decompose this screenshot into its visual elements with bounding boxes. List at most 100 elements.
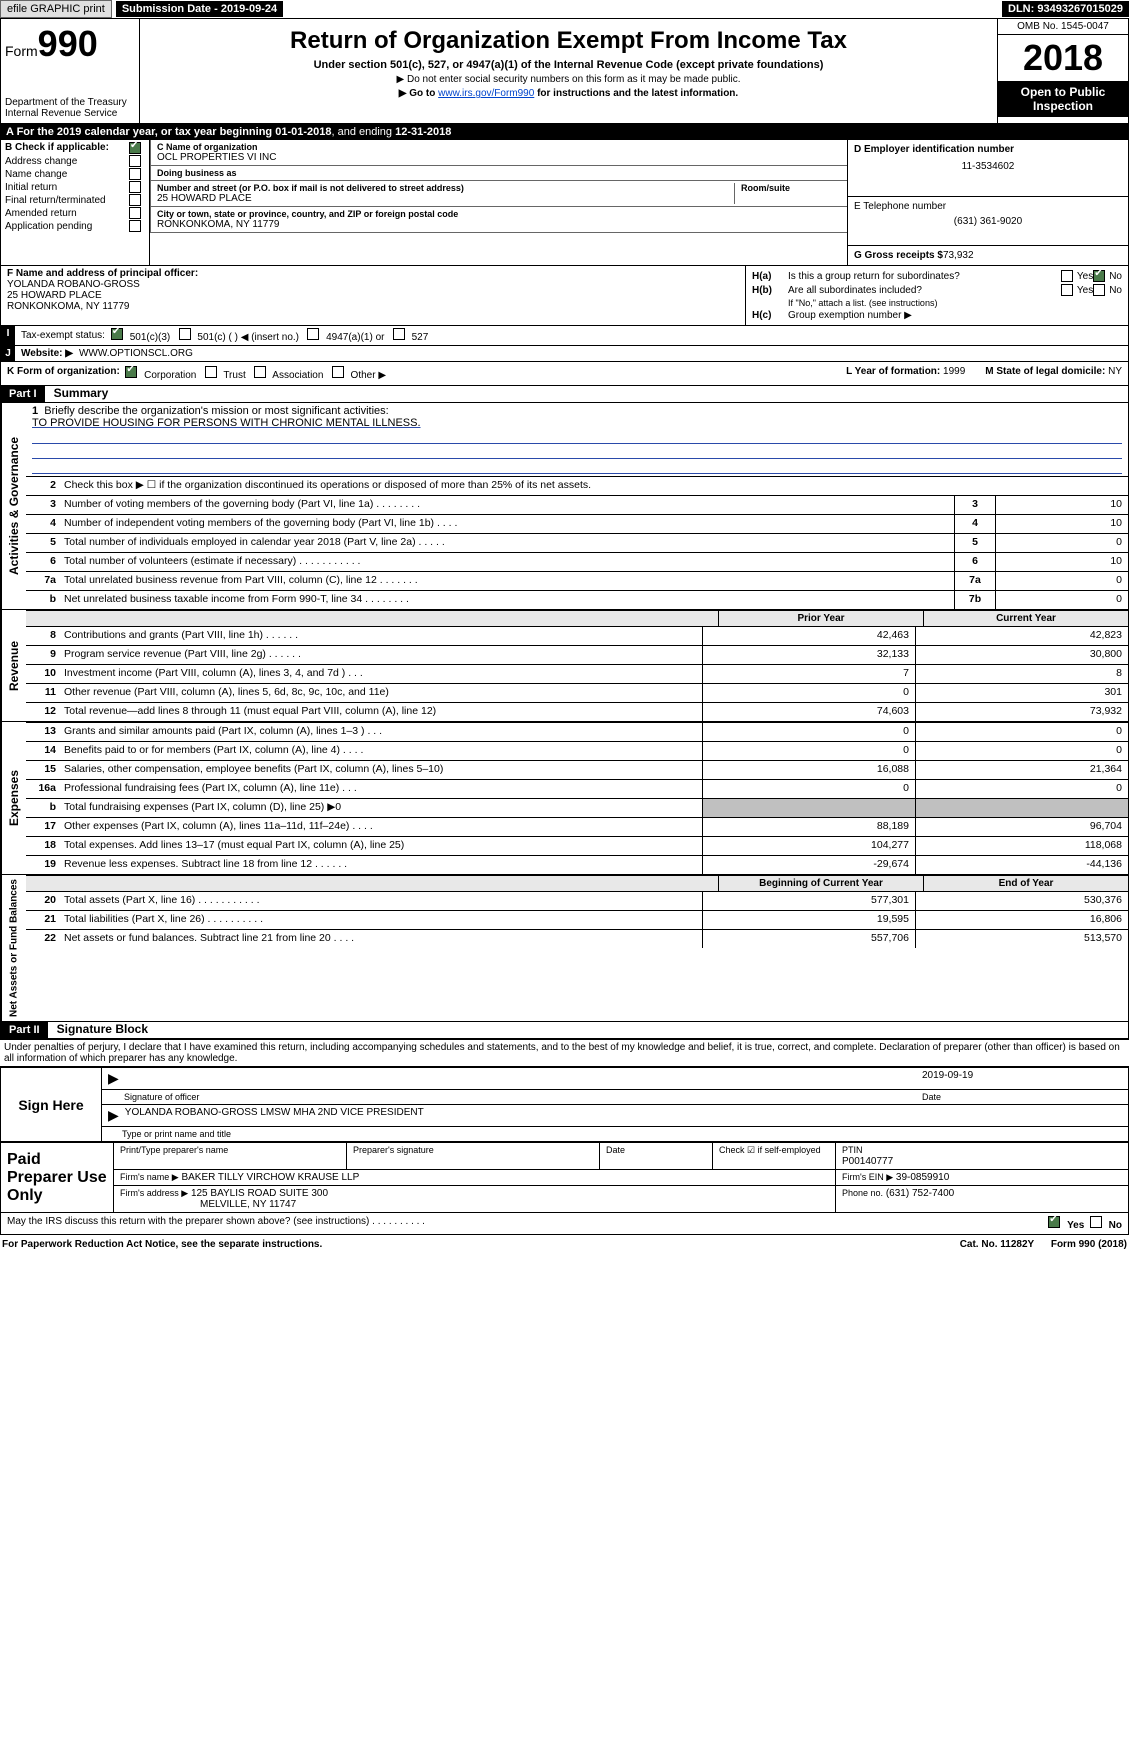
org-form-checkbox[interactable] [332, 366, 344, 378]
line-11: 11Other revenue (Part VIII, column (A), … [26, 683, 1128, 702]
checkbox-icon [129, 168, 141, 180]
tax-year: 2018 [998, 35, 1128, 81]
ha-yes-checkbox[interactable] [1061, 270, 1073, 282]
open-inspection: Open to Public Inspection [998, 81, 1128, 117]
checkbox-icon [129, 155, 141, 167]
column-b: B Check if applicable: Address changeNam… [1, 140, 150, 265]
perjury-statement: Under penalties of perjury, I declare th… [0, 1039, 1129, 1066]
mission-text: TO PROVIDE HOUSING FOR PERSONS WITH CHRO… [32, 417, 1122, 429]
line-8: 8Contributions and grants (Part VIII, li… [26, 626, 1128, 645]
row-a: A For the 2019 calendar year, or tax yea… [0, 124, 1129, 140]
gross-receipts-value: 73,932 [943, 250, 974, 261]
discuss-yes-checkbox[interactable] [1048, 1216, 1060, 1228]
gross-receipts-label: G Gross receipts $ [854, 250, 943, 261]
line-9: 9Program service revenue (Part VIII, lin… [26, 645, 1128, 664]
summary-line-3: 3Number of voting members of the governi… [26, 495, 1128, 514]
checkbox-amended-return[interactable]: Amended return [5, 207, 145, 219]
line-10: 10Investment income (Part VIII, column (… [26, 664, 1128, 683]
tax-status-checkbox[interactable] [307, 328, 319, 340]
summary-line-7a: 7aTotal unrelated business revenue from … [26, 571, 1128, 590]
form-subtitle: Under section 501(c), 527, or 4947(a)(1)… [144, 59, 993, 71]
checkbox-initial-return[interactable]: Initial return [5, 181, 145, 193]
officer-label: F Name and address of principal officer: [7, 268, 198, 279]
city-state-zip: RONKONKOMA, NY 11779 [157, 219, 841, 230]
summary-line-5: 5Total number of individuals employed in… [26, 533, 1128, 552]
line-17: 17Other expenses (Part IX, column (A), l… [26, 817, 1128, 836]
checkbox-address-change[interactable]: Address change [5, 155, 145, 167]
top-bar: efile GRAPHIC print Submission Date - 20… [0, 0, 1129, 18]
line-22: 22Net assets or fund balances. Subtract … [26, 929, 1128, 948]
expenses-section: Expenses 13Grants and similar amounts pa… [0, 722, 1129, 875]
checkbox-icon [129, 181, 141, 193]
state-domicile: NY [1108, 366, 1122, 377]
firm-phone: (631) 752-7400 [886, 1188, 954, 1199]
line-b: bTotal fundraising expenses (Part IX, co… [26, 798, 1128, 817]
part1-header: Part I [1, 386, 45, 402]
org-form-checkbox[interactable] [125, 366, 137, 378]
checkbox-icon [129, 220, 141, 232]
checkbox-icon [129, 194, 141, 206]
discuss-row: May the IRS discuss this return with the… [0, 1213, 1129, 1235]
row-j: J Website: ▶ WWW.OPTIONSCL.ORG [0, 346, 1129, 362]
hb-yes-checkbox[interactable] [1061, 284, 1073, 296]
ssn-note: ▶ Do not enter social security numbers o… [144, 74, 993, 85]
phone-value: (631) 361-9020 [854, 216, 1122, 227]
section-fh: F Name and address of principal officer:… [0, 266, 1129, 326]
ptin: P00140777 [842, 1156, 893, 1167]
revenue-section: Revenue Prior YearCurrent Year 8Contribu… [0, 610, 1129, 722]
ha-no-checkbox[interactable] [1093, 270, 1105, 282]
line-19: 19Revenue less expenses. Subtract line 1… [26, 855, 1128, 874]
website: WWW.OPTIONSCL.ORG [79, 348, 193, 359]
line-14: 14Benefits paid to or for members (Part … [26, 741, 1128, 760]
firm-name: BAKER TILLY VIRCHOW KRAUSE LLP [181, 1172, 359, 1183]
column-c: C Name of organizationOCL PROPERTIES VI … [150, 140, 847, 265]
org-name: OCL PROPERTIES VI INC [157, 152, 841, 163]
org-form-checkbox[interactable] [205, 366, 217, 378]
discuss-no-checkbox[interactable] [1090, 1216, 1102, 1228]
firm-ein: 39-0859910 [896, 1172, 949, 1183]
row-i: I Tax-exempt status: 501(c)(3) 501(c) ( … [0, 326, 1129, 346]
governance-section: Activities & Governance 1 Briefly descri… [0, 403, 1129, 610]
ein-label: D Employer identification number [854, 144, 1014, 155]
checkbox-icon [129, 207, 141, 219]
department: Department of the Treasury Internal Reve… [5, 97, 135, 119]
ein-value: 11-3534602 [854, 161, 1122, 172]
part2-header: Part II [1, 1022, 48, 1038]
irs-link[interactable]: www.irs.gov/Form990 [438, 88, 534, 99]
officer-name: YOLANDA ROBANO-GROSS [7, 279, 140, 290]
submission-date: Submission Date - 2019-09-24 [116, 1, 283, 17]
omb-number: OMB No. 1545-0047 [998, 19, 1128, 35]
paid-preparer-section: Paid Preparer Use Only Print/Type prepar… [0, 1142, 1129, 1213]
column-deg: D Employer identification number 11-35346… [847, 140, 1128, 265]
tax-status-checkbox[interactable] [179, 328, 191, 340]
row-klm: K Form of organization: Corporation Trus… [0, 362, 1129, 386]
street-address: 25 HOWARD PLACE [157, 193, 734, 204]
check-applicable-icon [129, 142, 141, 154]
year-formation: 1999 [943, 366, 965, 377]
phone-label: E Telephone number [854, 201, 946, 212]
form-number: Form990 [5, 23, 135, 65]
tax-status-checkbox[interactable] [393, 328, 405, 340]
form-title: Return of Organization Exempt From Incom… [144, 27, 993, 55]
checkbox-name-change[interactable]: Name change [5, 168, 145, 180]
netassets-section: Net Assets or Fund Balances Beginning of… [0, 875, 1129, 1022]
line-12: 12Total revenue—add lines 8 through 11 (… [26, 702, 1128, 721]
hb-no-checkbox[interactable] [1093, 284, 1105, 296]
goto-note: ▶ Go to www.irs.gov/Form990 for instruct… [144, 88, 993, 99]
form-header: Form990 Department of the Treasury Inter… [0, 18, 1129, 124]
tax-status-checkbox[interactable] [111, 328, 123, 340]
checkbox-final-return-terminated[interactable]: Final return/terminated [5, 194, 145, 206]
sign-date: 2019-09-19 [922, 1070, 1122, 1087]
summary-line-b: bNet unrelated business taxable income f… [26, 590, 1128, 609]
checkbox-application-pending[interactable]: Application pending [5, 220, 145, 232]
line-21: 21Total liabilities (Part X, line 26) . … [26, 910, 1128, 929]
line-18: 18Total expenses. Add lines 13–17 (must … [26, 836, 1128, 855]
line-13: 13Grants and similar amounts paid (Part … [26, 722, 1128, 741]
dln: DLN: 93493267015029 [1002, 1, 1129, 17]
page-footer: For Paperwork Reduction Act Notice, see … [0, 1235, 1129, 1254]
sign-here-section: Sign Here ▶2019-09-19 Signature of offic… [0, 1066, 1129, 1142]
org-form-checkbox[interactable] [254, 366, 266, 378]
section-bcd: B Check if applicable: Address changeNam… [0, 140, 1129, 266]
summary-line-4: 4Number of independent voting members of… [26, 514, 1128, 533]
line-20: 20Total assets (Part X, line 16) . . . .… [26, 891, 1128, 910]
